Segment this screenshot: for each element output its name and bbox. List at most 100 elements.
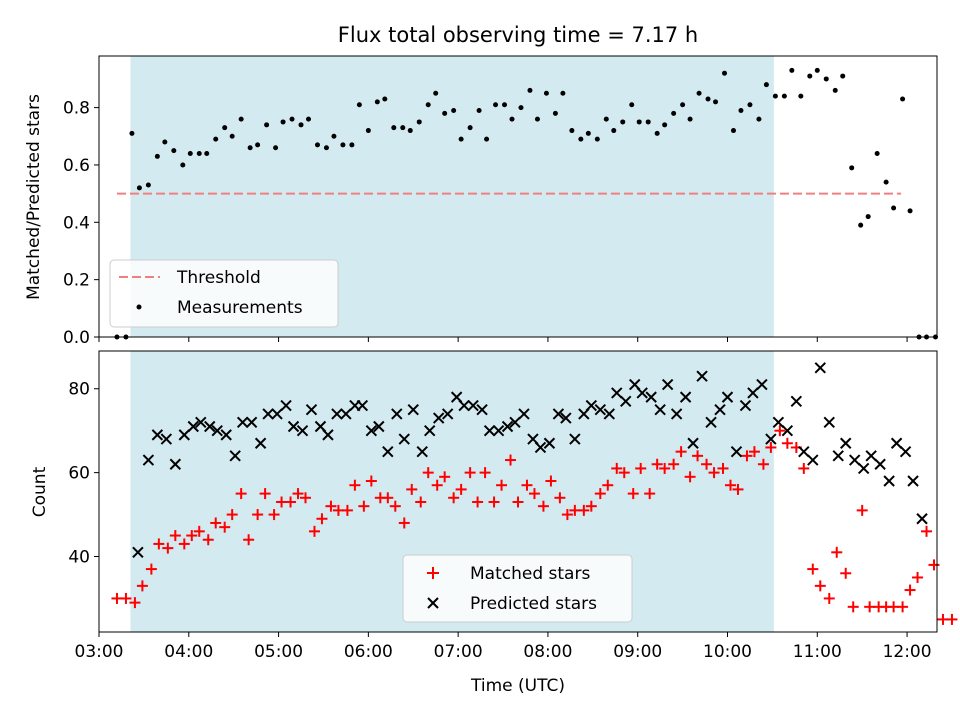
bottom-plot-frame [98, 350, 938, 633]
measurement-point [840, 73, 846, 79]
matched-star-point [365, 475, 377, 487]
predicted-star-point [142, 454, 155, 466]
matched-star-point [382, 492, 394, 504]
measurement-point [560, 90, 566, 96]
measurement-point [180, 162, 186, 168]
measurement-point [636, 119, 642, 125]
predicted-star-point [890, 437, 903, 449]
predicted-star-point [636, 387, 648, 399]
measurement-point [222, 125, 228, 131]
y-tick-label: 0.0 [63, 328, 90, 348]
measurement-point [493, 102, 499, 108]
matched-star-point [618, 467, 630, 479]
legend-matched-label: Matched stars [470, 564, 590, 584]
matched-star-point [512, 496, 524, 508]
matched-star-point [627, 488, 639, 500]
measurement-point [433, 90, 439, 96]
measurement-point [476, 107, 482, 113]
predicted-star-point [756, 378, 768, 391]
matched-star-point [774, 425, 786, 437]
measurement-point [458, 136, 464, 142]
matched-star-point [644, 488, 656, 500]
top-y-axis: 0.0 0.2 0.4 0.6 0.8 [63, 99, 99, 348]
predicted-star-point [620, 395, 632, 408]
predicted-star-point [160, 433, 173, 445]
measurement-point [171, 148, 177, 154]
predicted-star-point [781, 424, 794, 437]
matched-star-point [928, 559, 940, 571]
measurement-point [858, 222, 864, 228]
predicted-star-point [654, 404, 666, 416]
measurement-points [114, 67, 939, 340]
measurement-point [400, 125, 406, 131]
top-panel: 0.00.20.40.60.8 Matched/Predicted stars … [24, 55, 939, 348]
measurement-point [687, 116, 693, 122]
matched-star-point [153, 538, 165, 550]
matched-star-point [226, 509, 238, 521]
matched-star-point [398, 517, 410, 529]
bottom-panel: 40 60 80 03:00 04:00 05:00 06:00 07:00 08:00 09:… [30, 350, 958, 696]
measurement-point [807, 73, 813, 79]
predicted-star-point [772, 416, 785, 429]
matched-star-point [169, 530, 181, 542]
measurement-point [781, 93, 787, 99]
x-tick-label: 04:00 [164, 642, 213, 662]
measurement-point [883, 179, 889, 185]
matched-star-point [300, 492, 312, 504]
measurement-point [382, 96, 388, 102]
predicted-star-point [476, 404, 488, 416]
measurement-point [484, 136, 490, 142]
x-tick-label: 07:00 [434, 642, 483, 662]
measurement-point [442, 110, 448, 116]
measurement-point [645, 119, 651, 125]
matched-star-point [455, 483, 467, 495]
measurement-point [502, 102, 508, 108]
measurement-point [229, 133, 235, 139]
measurement-point [747, 102, 753, 108]
top-plot-frame [98, 55, 938, 338]
predicted-star-point [424, 424, 436, 437]
count-points [111, 362, 958, 625]
measurement-point [527, 87, 533, 93]
matched-star-point [448, 492, 460, 504]
measurement-point [264, 122, 270, 128]
predicted-star-point [798, 445, 810, 458]
measurement-point [323, 145, 329, 151]
matched-star-point [186, 530, 198, 542]
predicted-star-point [679, 391, 692, 403]
matched-star-point [798, 462, 810, 474]
measurement-point [654, 130, 660, 136]
measurement-point [738, 107, 744, 113]
bottom-x-axis: 03:00 04:00 05:00 06:00 07:00 08:00 09:00 10:00… [75, 632, 932, 662]
measurement-point [238, 116, 244, 122]
y-tick-label: 60 [68, 464, 90, 484]
matched-star-point [202, 534, 214, 546]
predicted-star-point [670, 408, 683, 420]
bottom-y-axis-label: Count [30, 466, 50, 517]
matched-star-point [904, 584, 916, 596]
predicted-star-point [296, 424, 309, 437]
predicted-star-point [236, 416, 249, 429]
matched-star-point [292, 488, 304, 500]
matched-star-point [389, 500, 401, 512]
matched-star-point [496, 479, 508, 491]
measurement-point [763, 82, 769, 88]
matched-star-point [708, 467, 720, 479]
predicted-star-point [204, 420, 216, 433]
measurement-point [247, 145, 253, 151]
measurement-point [603, 116, 609, 122]
predicted-star-point [322, 429, 334, 441]
matched-star-point [521, 479, 533, 491]
predicted-star-point [483, 424, 496, 437]
legend-matched-swatch [427, 567, 439, 579]
measurement-point [129, 130, 135, 136]
bottom-legend: Matched stars Predicted stars [402, 554, 633, 623]
predicted-star-point [552, 408, 565, 420]
matched-star-point [136, 580, 148, 592]
predicted-star-point [739, 399, 752, 412]
measurement-point [552, 110, 558, 116]
measurement-point [534, 116, 540, 122]
matched-star-point [602, 479, 614, 491]
measurement-point [340, 142, 346, 148]
